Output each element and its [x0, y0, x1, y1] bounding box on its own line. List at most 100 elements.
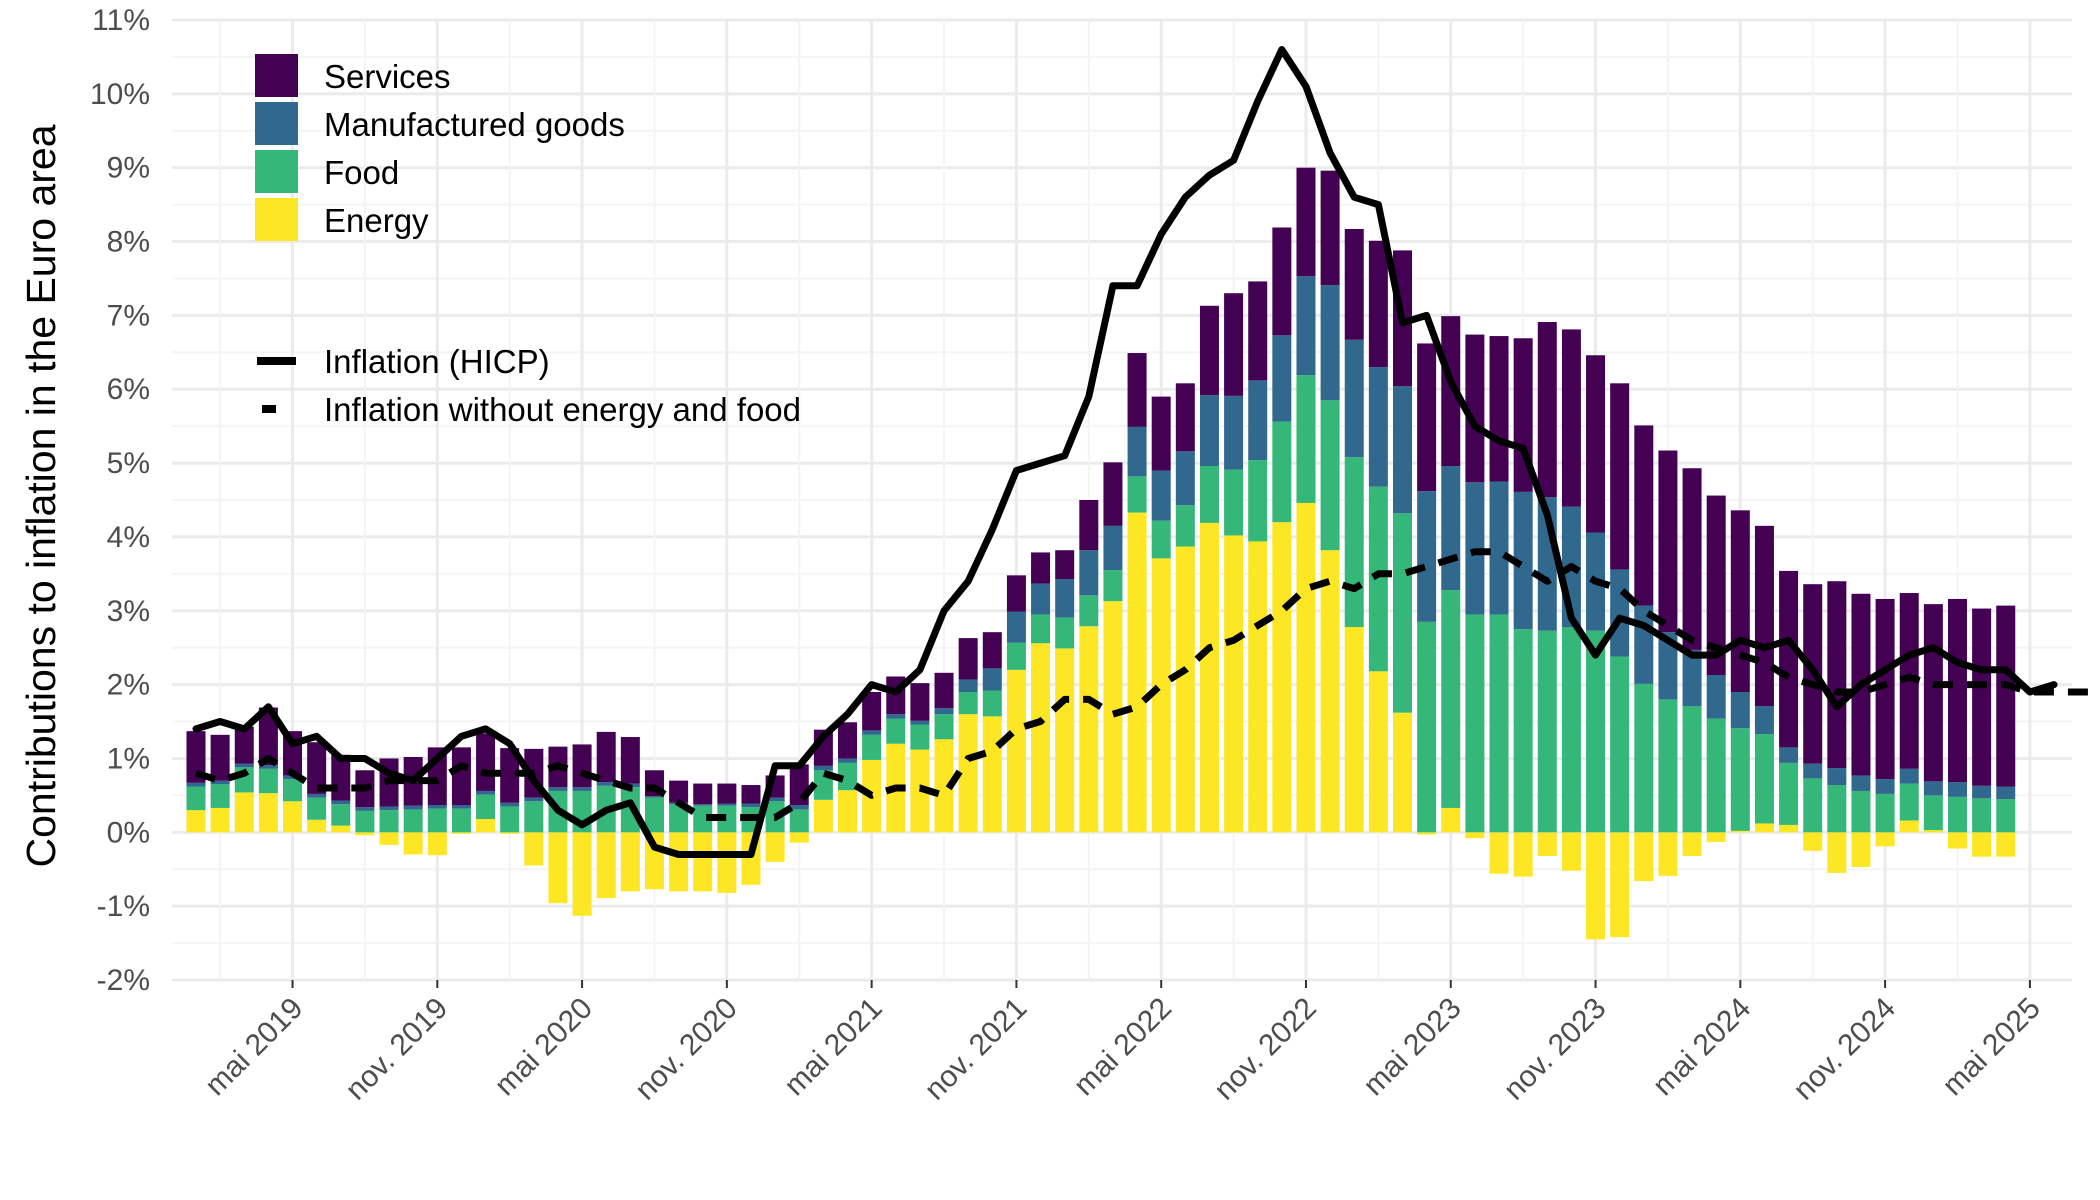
- energy-bar: [669, 832, 689, 892]
- energy-bar: [1972, 832, 1992, 857]
- x-tick-label: nov. 2023: [1498, 992, 1613, 1107]
- food-bar: [1344, 457, 1364, 628]
- manufactured-bar: [1779, 747, 1799, 763]
- services-bar: [307, 742, 327, 794]
- manufactured-bar: [1730, 692, 1750, 729]
- manufactured-bar: [1513, 491, 1533, 630]
- energy-bar: [717, 832, 737, 893]
- energy-bar: [1393, 712, 1412, 833]
- y-tick-label: 11%: [92, 4, 150, 37]
- manufactured-bar: [596, 782, 616, 786]
- food-bar: [355, 810, 375, 833]
- energy-bar: [1055, 648, 1075, 833]
- food-bar: [1610, 656, 1630, 833]
- manufactured-bar: [1658, 632, 1678, 700]
- legend-label-services: Services: [324, 58, 451, 95]
- manufactured-bar: [1803, 763, 1823, 779]
- x-tick-label: nov. 2019: [339, 992, 454, 1107]
- food-bar: [934, 714, 954, 740]
- food-bar: [1393, 513, 1412, 713]
- manufactured-bar: [1127, 426, 1147, 477]
- energy-bar: [1417, 832, 1437, 835]
- services-bar: [838, 722, 858, 759]
- manufactured-bar: [1248, 380, 1268, 461]
- food-bar: [1682, 706, 1702, 833]
- energy-bar: [1634, 832, 1654, 882]
- y-tick-label: 10%: [90, 78, 150, 111]
- services-bar: [1296, 167, 1316, 277]
- services-bar: [1561, 329, 1581, 507]
- food-bar: [1417, 621, 1437, 833]
- energy-bar: [427, 832, 447, 856]
- y-tick-label: -1%: [97, 890, 150, 923]
- energy-bar: [1248, 541, 1268, 833]
- y-tick-label: 2%: [107, 669, 150, 702]
- manufactured-bar: [982, 668, 1002, 691]
- energy-bar: [1465, 832, 1485, 839]
- food-bar: [379, 810, 399, 833]
- food-bar: [1899, 783, 1919, 821]
- manufactured-bar: [934, 708, 954, 715]
- food-bar: [1320, 400, 1340, 551]
- food-bar: [1199, 466, 1219, 523]
- services-bar: [1127, 353, 1147, 427]
- energy-bar: [1851, 832, 1871, 868]
- manufactured-bar: [1320, 285, 1340, 401]
- manufactured-bar: [741, 803, 761, 808]
- energy-bar: [379, 832, 399, 845]
- manufactured-bar: [1368, 367, 1388, 487]
- x-tick-label: mai 2019: [199, 992, 310, 1103]
- manufactured-bar: [1393, 386, 1412, 514]
- manufactured-bar: [789, 804, 809, 810]
- energy-bar: [234, 792, 254, 833]
- energy-bar: [1513, 832, 1533, 877]
- legend-swatch-energy: [255, 198, 298, 241]
- food-bar: [1658, 699, 1678, 833]
- x-tick-label: nov. 2024: [1787, 992, 1902, 1107]
- services-bar: [1899, 593, 1919, 769]
- legend-label-core: Inflation without energy and food: [324, 391, 801, 428]
- energy-bar: [1489, 832, 1509, 874]
- food-bar: [1561, 627, 1581, 833]
- energy-bar: [1006, 669, 1026, 833]
- manufactured-bar: [1610, 569, 1630, 657]
- energy-bar: [1175, 546, 1195, 833]
- food-bar: [1006, 642, 1026, 670]
- services-bar: [1031, 552, 1051, 584]
- food-bar: [1127, 476, 1147, 513]
- energy-bar: [1610, 832, 1630, 938]
- food-bar: [451, 808, 471, 833]
- energy-bar: [982, 716, 1002, 833]
- food-bar: [910, 724, 930, 750]
- energy-bar: [1320, 550, 1340, 833]
- energy-bar: [813, 799, 833, 833]
- energy-bar: [1127, 512, 1147, 833]
- food-bar: [1947, 796, 1967, 833]
- energy-bar: [1899, 820, 1919, 833]
- food-bar: [644, 797, 664, 833]
- services-bar: [1706, 495, 1726, 676]
- food-bar: [1513, 629, 1533, 833]
- services-bar: [1417, 343, 1437, 492]
- manufactured-bar: [1923, 781, 1943, 796]
- food-bar: [886, 718, 906, 744]
- food-bar: [1103, 570, 1123, 602]
- services-bar: [210, 734, 230, 781]
- legend-label-food: Food: [324, 154, 399, 191]
- services-bar: [1151, 396, 1171, 471]
- food-bar: [1730, 728, 1750, 831]
- legend-label-energy: Energy: [324, 202, 429, 239]
- energy-bar: [1224, 535, 1244, 833]
- energy-bar: [1706, 832, 1726, 842]
- food-bar: [1272, 421, 1292, 523]
- services-bar: [1586, 355, 1606, 533]
- energy-bar: [307, 819, 327, 833]
- energy-bar: [1031, 643, 1051, 833]
- manufactured-bar: [1103, 525, 1123, 571]
- food-bar: [258, 768, 278, 794]
- services-bar: [258, 707, 278, 766]
- services-bar: [186, 731, 206, 783]
- food-bar: [982, 690, 1002, 717]
- energy-bar: [596, 832, 616, 899]
